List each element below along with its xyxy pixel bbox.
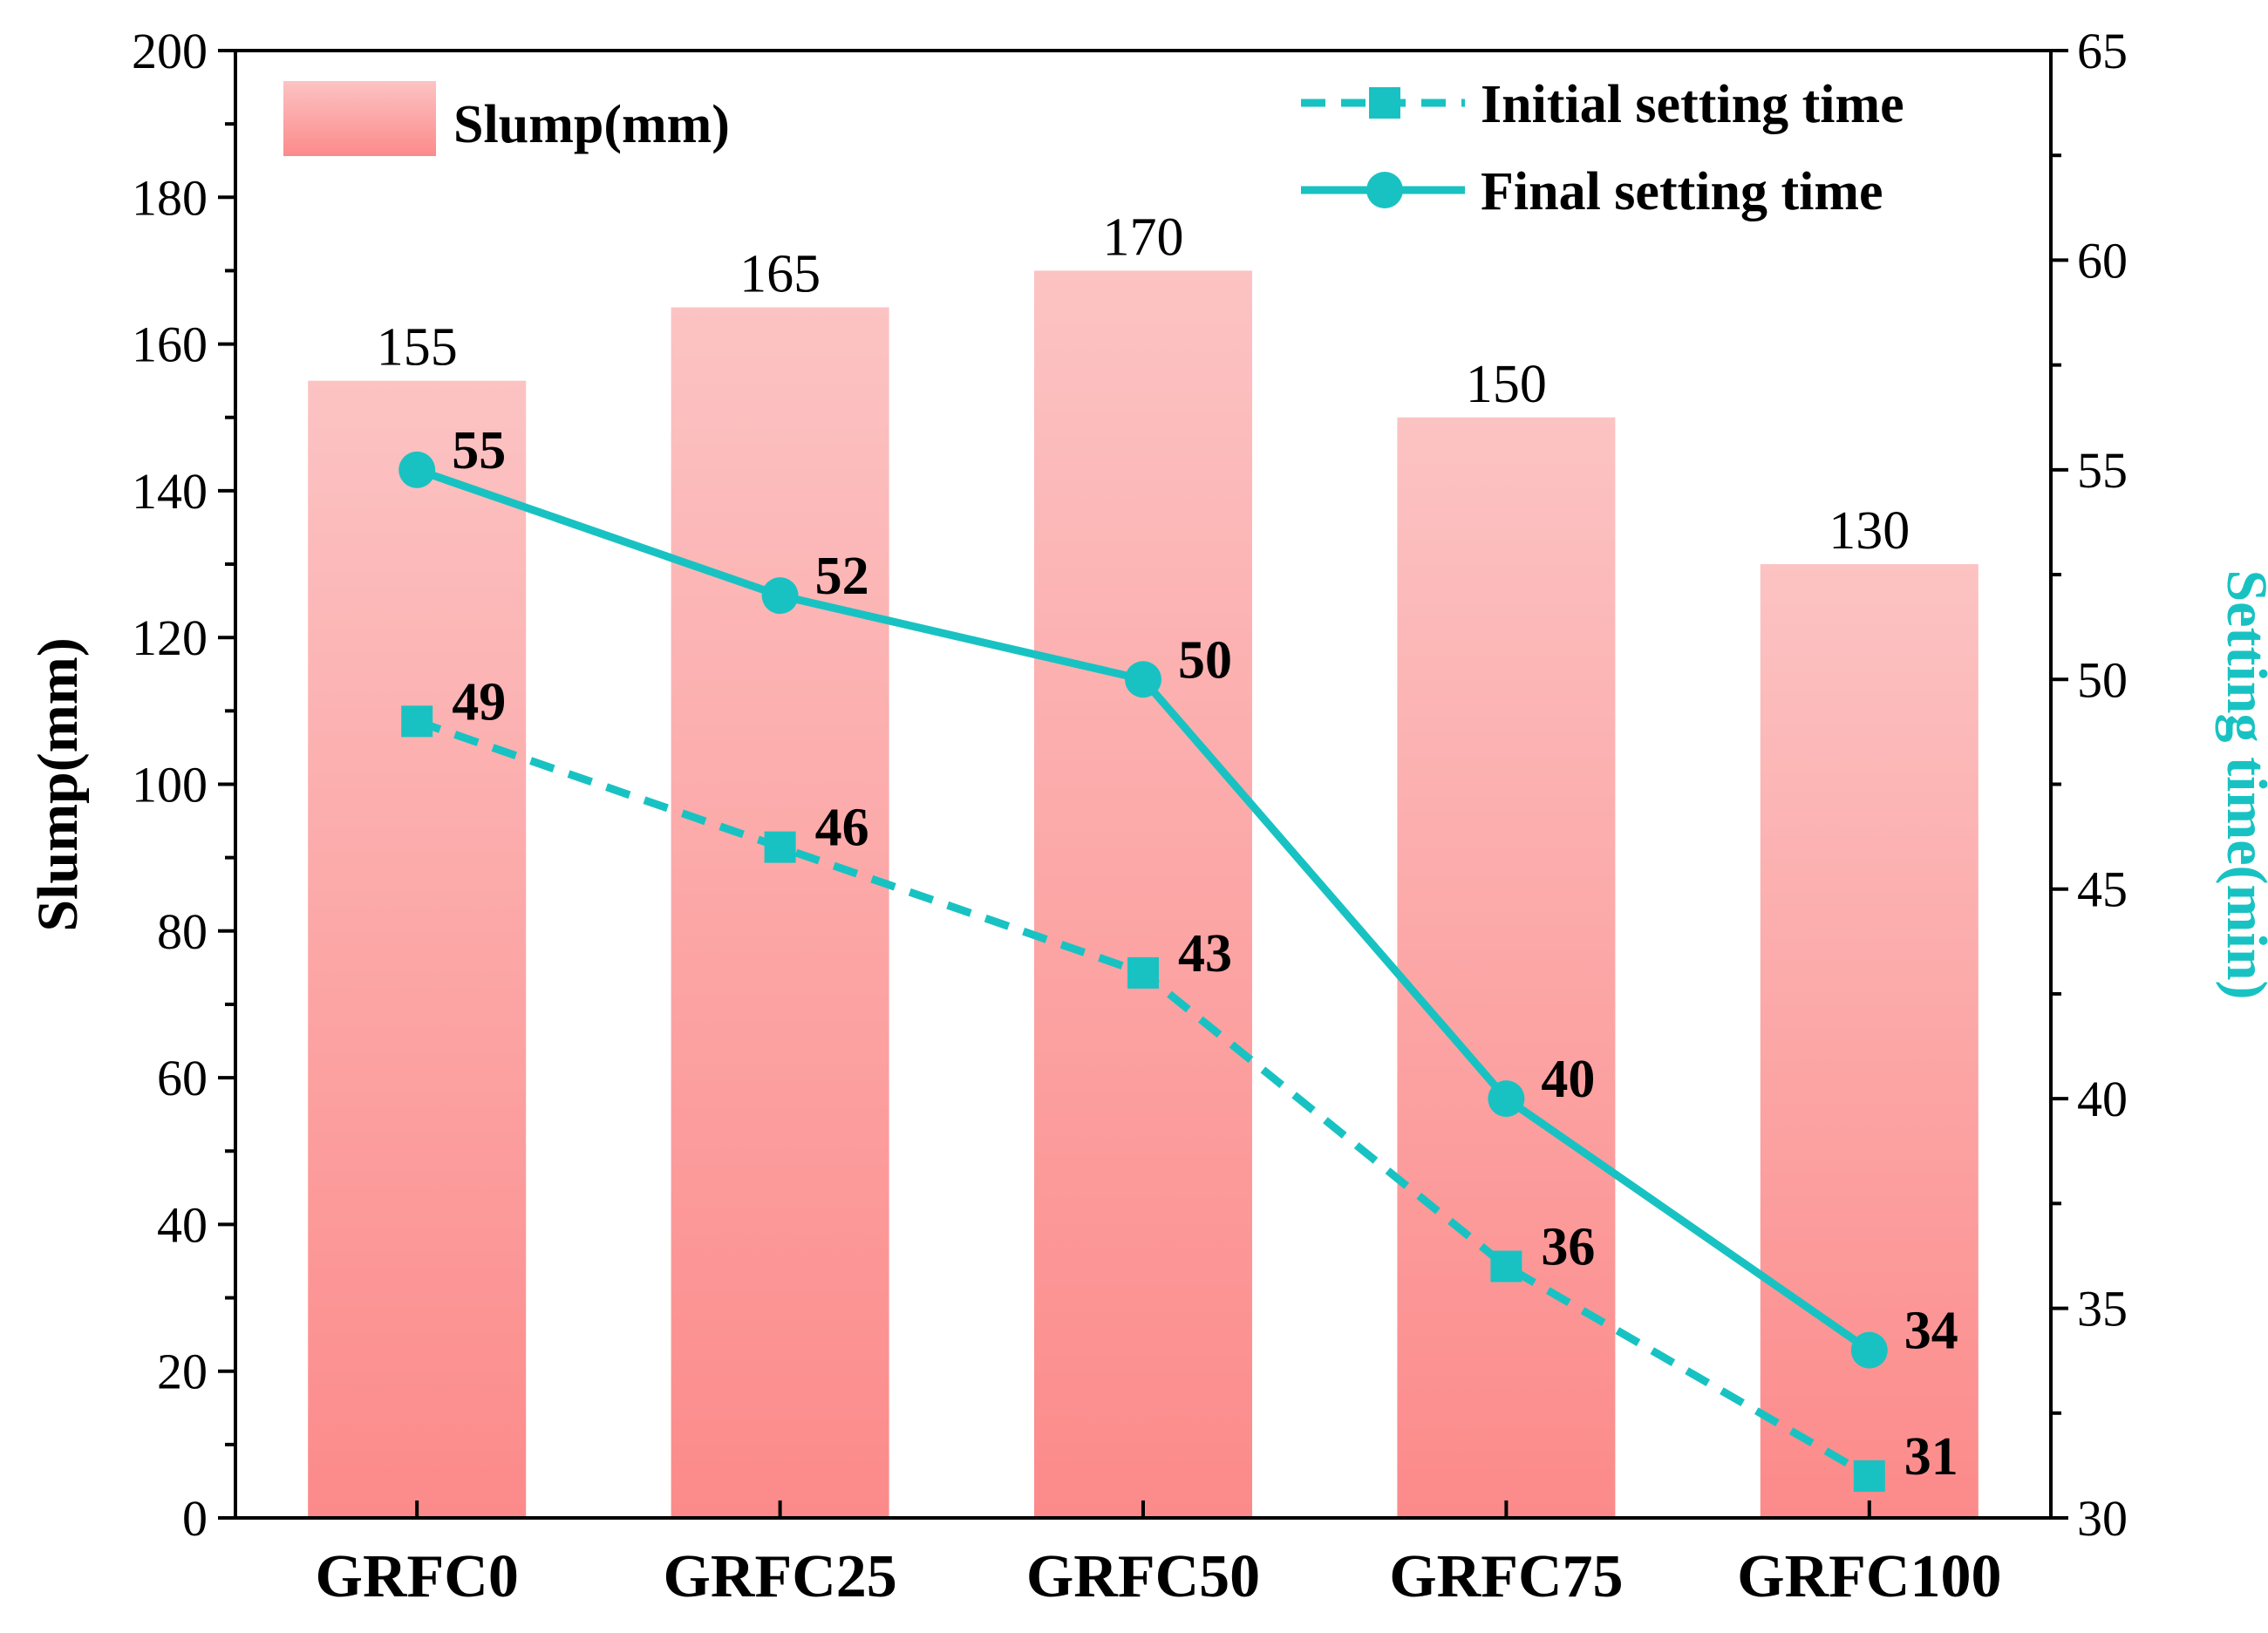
- right-tick-label: 35: [2077, 1281, 2128, 1337]
- left-tick-label: 200: [132, 23, 208, 79]
- x-category-label: GRFC0: [316, 1543, 519, 1610]
- final-setting-time-marker: [1850, 1331, 1888, 1369]
- bar-value-label: 150: [1466, 355, 1547, 414]
- initial-setting-time-value-label: 31: [1904, 1427, 1958, 1487]
- final-setting-time-marker: [1488, 1080, 1525, 1118]
- slump-bars: [308, 270, 1979, 1519]
- final-setting-time-value-label: 55: [452, 421, 506, 480]
- right-tick-label: 45: [2077, 861, 2128, 918]
- bar-grfc50: [1034, 270, 1252, 1519]
- right-tick-label: 60: [2077, 232, 2128, 289]
- legend-final-label: Final setting time: [1481, 162, 1883, 221]
- bar-value-label: 130: [1829, 501, 1910, 561]
- left-tick-label: 20: [157, 1344, 208, 1400]
- legend-initial-marker: [1369, 87, 1400, 119]
- left-tick-label: 40: [157, 1196, 208, 1253]
- slump-bar-labels: 155 165 170 150 130: [377, 208, 1910, 561]
- x-category-label: GRFC75: [1389, 1543, 1623, 1610]
- left-axis-ticks: 0 20 40 60 80 100 120 140 160 180 200: [132, 23, 235, 1547]
- left-tick-label: 160: [132, 316, 208, 373]
- x-category-label: GRFC100: [1737, 1543, 2001, 1610]
- initial-setting-time-marker: [1853, 1459, 1885, 1492]
- left-tick-label: 140: [132, 463, 208, 520]
- left-tick-label: 0: [182, 1490, 208, 1547]
- right-tick-label: 30: [2077, 1490, 2128, 1547]
- initial-setting-time-value-label: 43: [1178, 924, 1232, 983]
- right-tick-label: 55: [2077, 442, 2128, 499]
- left-tick-label: 100: [132, 757, 208, 813]
- initial-setting-time-marker: [401, 705, 433, 738]
- left-tick-label: 180: [132, 169, 208, 226]
- initial-setting-time-value-label: 46: [815, 799, 869, 858]
- legend-lines: Initial setting time Final setting time: [1301, 75, 1904, 221]
- initial-setting-time-value-label: 49: [452, 672, 506, 731]
- legend-slump: Slump(mm): [283, 81, 730, 156]
- right-axis-ticks: 30 35 40 45 50 55 60 65: [2051, 23, 2128, 1547]
- final-setting-time-value-label: 34: [1904, 1302, 1958, 1361]
- initial-setting-time-value-label: 36: [1541, 1217, 1595, 1276]
- final-setting-time-value-label: 52: [815, 547, 869, 606]
- initial-setting-time-marker: [1490, 1250, 1522, 1283]
- bar-grfc100: [1760, 564, 1979, 1518]
- bar-value-label: 170: [1103, 208, 1184, 267]
- bar-grfc25: [671, 307, 889, 1518]
- final-setting-time-marker: [398, 451, 436, 488]
- initial-setting-time-marker: [1127, 956, 1159, 989]
- final-setting-time-marker: [761, 577, 799, 615]
- bar-value-label: 165: [739, 245, 821, 304]
- legend-slump-swatch: [283, 81, 436, 156]
- right-tick-label: 65: [2077, 23, 2128, 79]
- x-category-label: GRFC25: [663, 1543, 896, 1610]
- final-setting-time-value-label: 50: [1178, 630, 1232, 690]
- bar-grfc75: [1397, 417, 1616, 1518]
- final-setting-time-value-label: 40: [1541, 1050, 1595, 1109]
- left-axis-title: Slump(mm): [26, 637, 90, 931]
- left-tick-label: 80: [157, 903, 208, 960]
- setting-time-point-labels: 49 46 43 36 31 55 52 50 40 34: [452, 421, 1958, 1487]
- x-category-label: GRFC50: [1026, 1543, 1260, 1610]
- right-tick-label: 40: [2077, 1071, 2128, 1127]
- right-tick-label: 50: [2077, 651, 2128, 708]
- legend-slump-label: Slump(mm): [453, 95, 730, 154]
- legend-initial-label: Initial setting time: [1481, 75, 1904, 134]
- bar-grfc0: [308, 380, 527, 1518]
- right-axis-title: Setting time(min): [2215, 569, 2268, 999]
- bar-value-label: 155: [377, 318, 458, 378]
- x-axis-ticks: GRFC0 GRFC25 GRFC50 GRFC75 GRFC100: [316, 1500, 2001, 1610]
- final-setting-time-marker: [1125, 661, 1161, 698]
- left-tick-label: 60: [157, 1050, 208, 1106]
- setting-time-lines: [398, 451, 1888, 1492]
- legend-final-marker: [1366, 172, 1403, 208]
- initial-setting-time-marker: [764, 831, 796, 863]
- left-tick-label: 120: [132, 609, 208, 666]
